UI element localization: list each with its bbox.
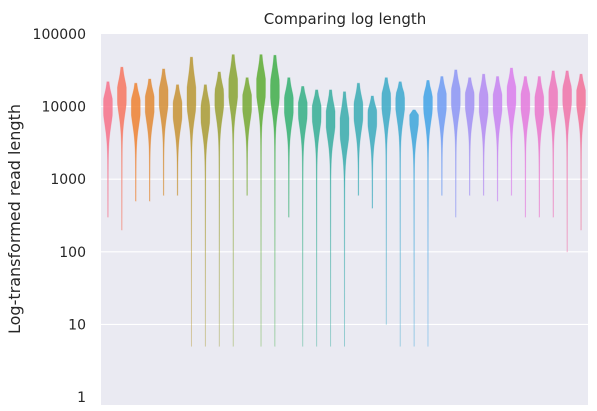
chart-title: Comparing log length: [264, 10, 427, 28]
y-tick-label: 1000: [50, 172, 86, 188]
violin-3: [130, 82, 141, 202]
y-tick-label: 100: [59, 245, 86, 261]
violin-9: [214, 71, 225, 347]
violin-22: [395, 81, 406, 347]
violin-34: [562, 70, 572, 253]
violin-25: [437, 76, 447, 196]
y-tick-label: 1: [77, 390, 86, 406]
violin-20: [367, 95, 378, 209]
violin-21: [381, 77, 392, 325]
violin-6: [172, 84, 183, 196]
violin-29: [492, 76, 503, 202]
violins: [103, 54, 586, 347]
y-tick-label: 100000: [33, 27, 86, 43]
violin-28: [478, 73, 489, 196]
y-tick-label: 10: [68, 317, 86, 333]
violin-8: [200, 84, 211, 347]
violin-31: [520, 76, 531, 218]
y-tick-label: 10000: [41, 100, 86, 116]
y-axis-label: Log-transformed read length: [5, 104, 24, 334]
violin-23: [409, 109, 419, 347]
violin-26: [450, 69, 461, 218]
violin-15: [297, 85, 308, 347]
violin-12: [256, 54, 266, 347]
violin-17: [325, 89, 336, 347]
violin-14: [283, 77, 294, 218]
violin-5: [158, 68, 169, 196]
violin-10: [228, 54, 239, 347]
violin-7: [186, 56, 197, 347]
violin-27: [464, 77, 475, 196]
violin-24: [423, 79, 433, 347]
violin-19: [353, 82, 364, 196]
violin-32: [534, 76, 545, 218]
violin-30: [506, 67, 517, 196]
violin-16: [311, 89, 322, 347]
violin-4: [144, 78, 155, 202]
violin-18: [339, 91, 350, 347]
violin-33: [548, 70, 559, 218]
violin-2: [117, 66, 127, 231]
violin-1: [103, 81, 113, 218]
y-axis-ticks: 1 10 100 1000 10000 100000: [33, 27, 86, 406]
violin-11: [242, 77, 252, 196]
violin-35: [576, 73, 586, 231]
violin-13: [270, 54, 280, 347]
